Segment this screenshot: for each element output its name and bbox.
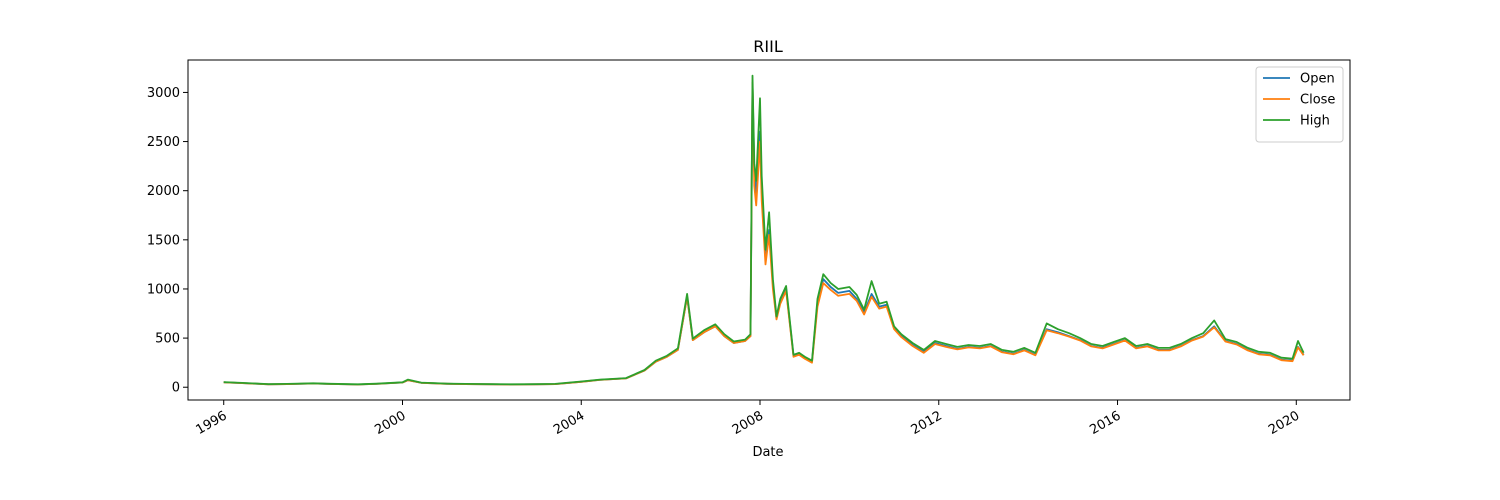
y-tick-label-2500: 2500	[147, 135, 180, 150]
y-tick-label-2000: 2000	[147, 184, 180, 199]
y-axis: 0 500 1000 1500 2000 2500 3000	[147, 86, 188, 396]
legend-box	[1255, 66, 1344, 143]
chart-title: RIIL	[753, 37, 783, 56]
series-line-high	[223, 74, 1305, 386]
y-tick-label-0: 0	[172, 381, 180, 396]
legend-label-close: Close	[1300, 93, 1335, 108]
series-layer	[223, 74, 1305, 386]
x-axis-label: Date	[752, 445, 783, 460]
y-tick-label-1500: 1500	[147, 233, 180, 248]
legend-label-high: High	[1300, 114, 1330, 129]
series-high	[223, 74, 1305, 386]
y-tick-label-1000: 1000	[147, 282, 180, 297]
legend: Open Close High	[1255, 66, 1344, 143]
plot-frame	[187, 59, 1351, 401]
legend-label-open: Open	[1300, 72, 1335, 87]
y-tick-label-500: 500	[155, 332, 180, 347]
y-tick-label-3000: 3000	[147, 86, 180, 101]
